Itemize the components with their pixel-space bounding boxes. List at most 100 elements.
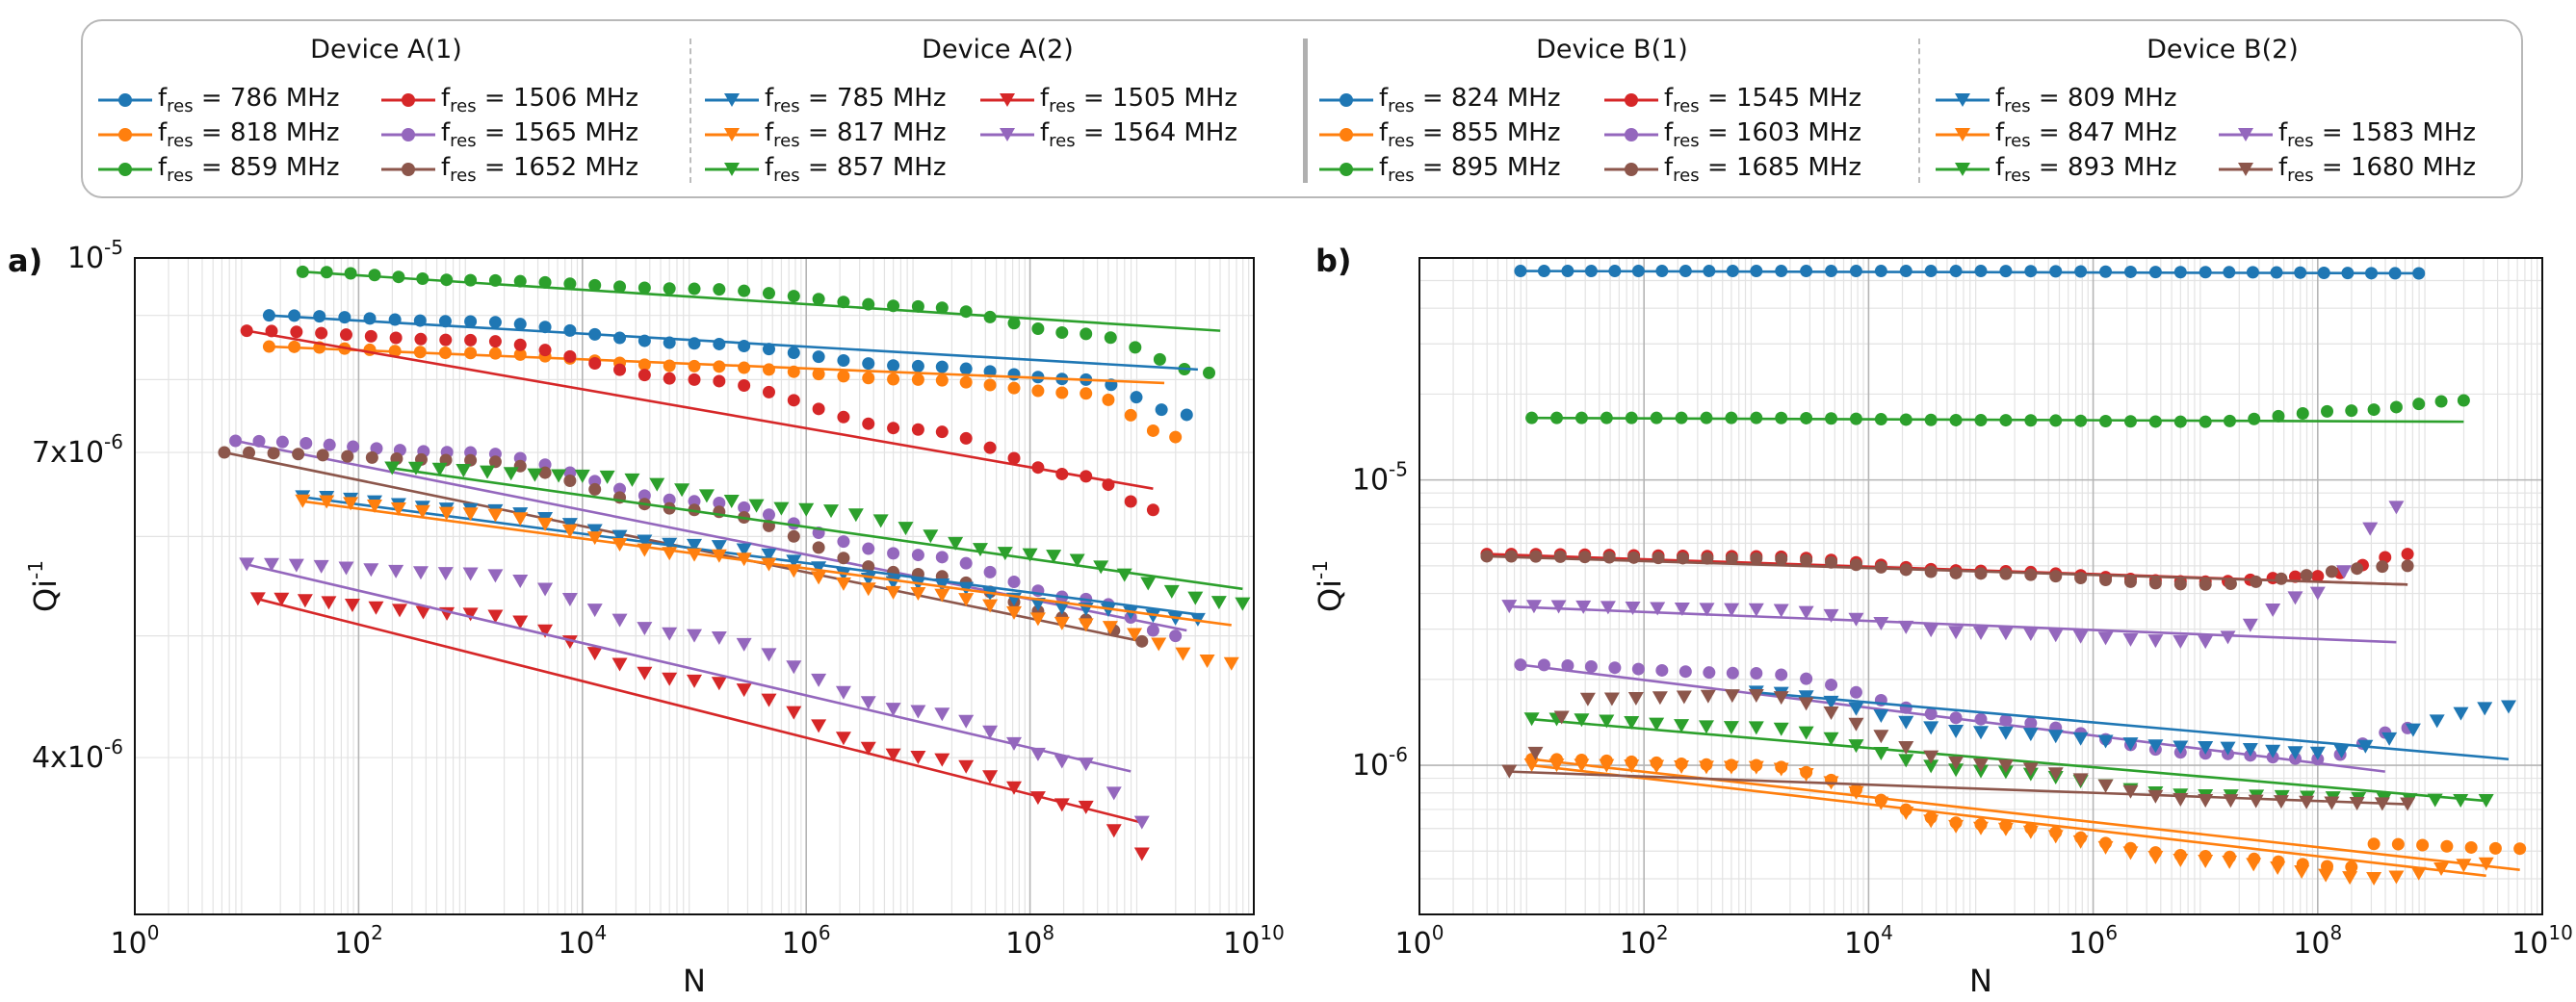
data-point [2351, 562, 2364, 576]
data-point [713, 360, 726, 373]
x-tick-label: 106 [2069, 921, 2118, 961]
data-point [388, 564, 404, 578]
legend-label: fres = 855 MHz [1379, 118, 1561, 151]
data-point [2220, 741, 2236, 756]
data-point [935, 373, 949, 387]
data-point [687, 548, 702, 562]
data-point [2427, 793, 2443, 808]
data-point [1007, 576, 1021, 589]
legend-marker-icon [705, 163, 759, 176]
data-point [588, 327, 602, 341]
data-point [2047, 629, 2064, 643]
data-point [1210, 596, 1227, 610]
data-point [2294, 864, 2310, 879]
legend-marker-icon [98, 163, 152, 176]
data-point [787, 365, 800, 378]
data-point [2294, 266, 2307, 279]
data-point [462, 567, 479, 581]
legend-entry: fres = 859 MHz [98, 152, 339, 187]
data-point [2199, 415, 2212, 428]
data-point [1775, 265, 1788, 278]
data-point [1031, 322, 1045, 336]
data-point [2099, 414, 2113, 427]
data-point [1750, 265, 1763, 278]
data-point [1823, 706, 1839, 720]
data-point [2072, 835, 2089, 849]
data-point [2199, 578, 2212, 591]
data-point [1949, 566, 1963, 579]
data-point [316, 449, 329, 462]
data-point [392, 604, 408, 618]
data-point [1029, 598, 1046, 612]
data-point [698, 489, 715, 503]
data-point [537, 624, 554, 638]
data-point [2401, 548, 2414, 561]
data-point [611, 537, 628, 552]
x-tick-label: 1010 [1223, 921, 1285, 961]
data-point [1599, 714, 1615, 729]
data-point [1750, 667, 1763, 681]
data-point [1849, 412, 1862, 425]
data-point [1602, 551, 1616, 564]
data-point [911, 549, 924, 562]
data-point [688, 495, 701, 508]
legend-marker-icon [381, 128, 435, 141]
data-point [313, 559, 329, 574]
data-point [1523, 758, 1540, 773]
data-point [1849, 685, 1862, 699]
data-point [2173, 853, 2189, 867]
legend-marker-icon [1604, 93, 1658, 107]
legend-group: Device B(1) fres = 824 MHz fres = 855 MHz f… [1306, 21, 1918, 200]
data-point [786, 706, 802, 720]
data-point [2336, 565, 2353, 579]
data-point [2341, 267, 2355, 280]
data-point [687, 538, 702, 552]
legend: Device A(1) fres = 786 MHz fres = 818 MHz f… [81, 19, 2523, 198]
data-point [1848, 612, 1864, 627]
data-point [2300, 569, 2313, 582]
data-point [2309, 586, 2326, 601]
legend-marker-icon [1319, 163, 1373, 176]
data-point [1948, 756, 1965, 770]
data-point [637, 622, 653, 636]
data-point [1924, 707, 1938, 721]
data-point [1080, 327, 1093, 341]
data-point [948, 536, 964, 551]
legend-entry: fres = 857 MHz [705, 152, 946, 187]
data-point [837, 535, 850, 549]
data-point [2099, 265, 2113, 278]
data-point [959, 431, 973, 445]
data-point [488, 273, 502, 287]
data-point [1631, 265, 1645, 278]
data-point [2024, 568, 2038, 581]
legend-entry: fres = 1603 MHz [1604, 117, 1861, 152]
data-point [2072, 732, 2089, 746]
data-point [637, 281, 651, 295]
data-point [662, 627, 678, 641]
legend-group-title: Device A(1) [310, 35, 462, 64]
data-point [1523, 712, 1540, 727]
data-point [738, 501, 751, 514]
data-point [910, 705, 926, 719]
data-point [407, 461, 424, 475]
data-point [1031, 461, 1045, 475]
data-point [837, 295, 850, 309]
data-point [1650, 602, 1666, 616]
data-point [1550, 411, 1564, 424]
fit-line [257, 598, 1143, 824]
data-point [1973, 626, 1989, 640]
data-point [1849, 558, 1862, 572]
data-point [2047, 730, 2064, 744]
legend-marker-icon [381, 93, 435, 107]
data-point [1773, 722, 1789, 736]
data-point [1775, 668, 1788, 681]
legend-label: fres = 1583 MHz [2278, 118, 2477, 151]
data-point [958, 759, 975, 774]
data-point [1675, 411, 1688, 424]
data-point [2122, 846, 2139, 861]
data-point [1078, 758, 1094, 772]
data-point [1054, 616, 1070, 630]
data-point [438, 347, 452, 360]
data-point [662, 672, 678, 686]
data-point [513, 347, 527, 361]
